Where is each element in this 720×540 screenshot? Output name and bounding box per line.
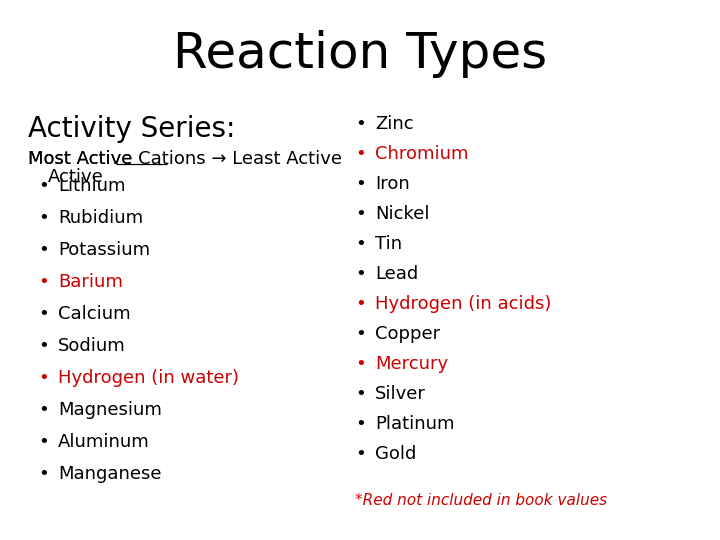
Text: Copper: Copper xyxy=(375,325,440,343)
Text: Manganese: Manganese xyxy=(58,465,161,483)
Text: Rubidium: Rubidium xyxy=(58,209,143,227)
Text: Reaction Types: Reaction Types xyxy=(173,30,547,78)
Text: •: • xyxy=(38,305,49,323)
Text: Magnesium: Magnesium xyxy=(58,401,162,419)
Text: •: • xyxy=(355,235,366,253)
Text: •: • xyxy=(38,273,49,291)
Text: •: • xyxy=(38,465,49,483)
Text: •: • xyxy=(355,295,366,313)
Text: Potassium: Potassium xyxy=(58,241,150,259)
Text: •: • xyxy=(355,115,366,133)
Text: •: • xyxy=(38,241,49,259)
Text: Lead: Lead xyxy=(375,265,418,283)
Text: Silver: Silver xyxy=(375,385,426,403)
Text: •: • xyxy=(355,265,366,283)
Text: •: • xyxy=(355,175,366,193)
Text: •: • xyxy=(355,415,366,433)
Text: Active: Active xyxy=(48,168,104,186)
Text: Most Active: Most Active xyxy=(28,150,138,168)
Text: •: • xyxy=(38,209,49,227)
Text: Gold: Gold xyxy=(375,445,416,463)
Text: Calcium: Calcium xyxy=(58,305,130,323)
Text: Hydrogen (in acids): Hydrogen (in acids) xyxy=(375,295,552,313)
Text: •: • xyxy=(38,401,49,419)
Text: •: • xyxy=(355,145,366,163)
Text: Zinc: Zinc xyxy=(375,115,413,133)
Text: Sodium: Sodium xyxy=(58,337,126,355)
Text: •: • xyxy=(355,445,366,463)
Text: Barium: Barium xyxy=(58,273,123,291)
Text: Chromium: Chromium xyxy=(375,145,469,163)
Text: •: • xyxy=(355,385,366,403)
Text: Most Active Cations → Least Active: Most Active Cations → Least Active xyxy=(28,150,342,168)
Text: Hydrogen (in water): Hydrogen (in water) xyxy=(58,369,239,387)
Text: Nickel: Nickel xyxy=(375,205,430,223)
Text: Platinum: Platinum xyxy=(375,415,454,433)
Text: Tin: Tin xyxy=(375,235,402,253)
Text: Activity Series:: Activity Series: xyxy=(28,115,235,143)
Text: •: • xyxy=(38,433,49,451)
Text: Aluminum: Aluminum xyxy=(58,433,150,451)
Text: Lithium: Lithium xyxy=(58,177,125,195)
Text: Mercury: Mercury xyxy=(375,355,448,373)
Text: •: • xyxy=(38,177,49,195)
Text: •: • xyxy=(355,205,366,223)
Text: *Red not included in book values: *Red not included in book values xyxy=(355,493,607,508)
Text: •: • xyxy=(355,325,366,343)
Text: Iron: Iron xyxy=(375,175,410,193)
Text: •: • xyxy=(38,369,49,387)
Text: •: • xyxy=(38,337,49,355)
Text: •: • xyxy=(355,355,366,373)
